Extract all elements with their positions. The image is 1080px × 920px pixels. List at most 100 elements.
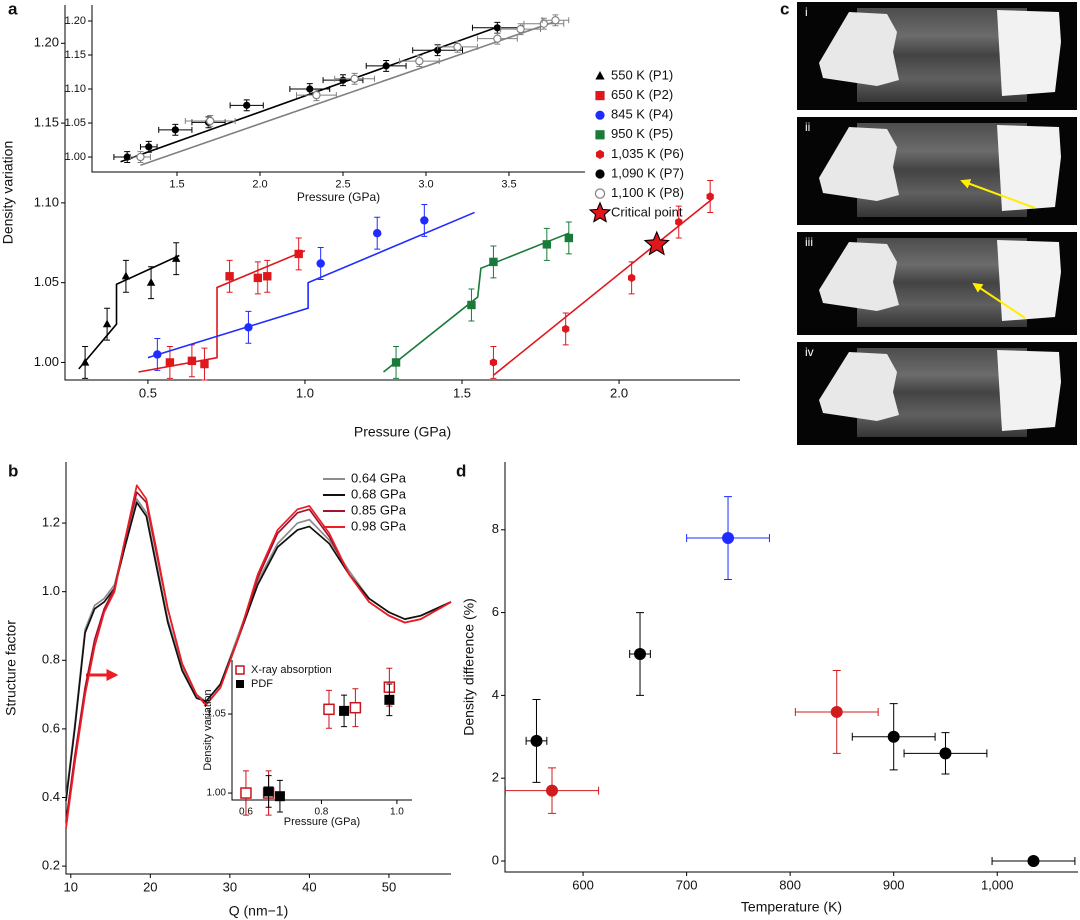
- x-tick-label: 3.0: [418, 179, 433, 191]
- y-tick-label: 6: [492, 604, 499, 619]
- y-tick-label: 1.15: [65, 49, 86, 61]
- x-tick-label: 700: [676, 878, 698, 893]
- y-tick-label: 1.2: [42, 514, 60, 529]
- y-tick-label: 1.10: [34, 194, 59, 209]
- point: [373, 228, 382, 238]
- point: [121, 271, 131, 280]
- y-tick-label: 1.0: [42, 583, 60, 598]
- y-tick-label: 1.20: [34, 35, 59, 50]
- x-tick-label: 20: [143, 880, 157, 895]
- x-axis-label: Pressure (GPa): [354, 424, 451, 440]
- image-label: ii: [805, 120, 810, 134]
- axis-line: [64, 5, 740, 381]
- legend-label: 1,090 K (P7): [611, 165, 684, 180]
- point: [489, 257, 498, 267]
- point: [225, 272, 234, 281]
- point: [205, 116, 215, 126]
- fit-line: [383, 232, 570, 373]
- y-axis-label: Density difference (%): [461, 598, 477, 735]
- x-axis-label: Pressure (GPa): [297, 190, 380, 204]
- point: [80, 357, 90, 366]
- legend-label: 1,035 K (P6): [611, 146, 684, 161]
- point: [939, 747, 952, 760]
- point: [306, 85, 314, 93]
- arrow: [960, 179, 1036, 209]
- point: [722, 532, 735, 545]
- x-axis-label: Q (nm−1): [229, 903, 289, 919]
- image-label: i: [805, 5, 808, 19]
- point: [123, 153, 131, 161]
- point: [263, 272, 272, 281]
- y-tick-label: 0.8: [42, 652, 60, 667]
- x-tick-label: 600: [572, 878, 594, 893]
- point: [349, 701, 362, 714]
- point: [562, 324, 570, 334]
- legend-label: 1,100 K (P8): [611, 185, 684, 200]
- point: [146, 278, 156, 286]
- curve: [65, 484, 452, 829]
- legend-label: 0.68 GPa: [351, 486, 407, 501]
- x-tick-label: 1,000: [981, 878, 1014, 893]
- point: [467, 300, 476, 310]
- y-tick-label: 0: [492, 852, 499, 867]
- point: [628, 273, 636, 283]
- point: [384, 694, 395, 705]
- panel-label: c: [780, 0, 789, 18]
- image-sample-right: [997, 125, 1061, 211]
- point: [136, 152, 145, 162]
- panel-label: d: [456, 461, 466, 480]
- point: [323, 703, 335, 716]
- point: [391, 358, 401, 367]
- fit-line: [140, 19, 560, 166]
- x-tick-label: 10: [64, 880, 78, 895]
- point: [316, 259, 325, 268]
- point: [493, 24, 501, 32]
- legend-marker: [594, 188, 606, 199]
- y-tick-label: 1.00: [34, 354, 59, 369]
- y-tick-label: 2: [492, 770, 499, 785]
- x-tick-label: 2.5: [335, 179, 350, 191]
- y-tick-label: 1.00: [65, 151, 86, 163]
- point: [171, 126, 179, 134]
- legend-marker: [595, 110, 605, 120]
- y-tick-label: 1.20: [65, 15, 86, 27]
- y-tick-label: 1.00: [207, 788, 227, 799]
- legend-label: 950 K (P5): [611, 126, 673, 141]
- y-tick-label: 1.05: [65, 117, 86, 129]
- point: [415, 56, 424, 66]
- point: [830, 705, 843, 718]
- x-tick-label: 1.5: [169, 179, 184, 191]
- fit-line: [138, 250, 306, 373]
- fit-line: [147, 211, 475, 359]
- point: [542, 240, 552, 249]
- legend-label: PDF: [251, 678, 273, 690]
- x-tick-label: 0.5: [139, 386, 157, 401]
- legend-label: Critical point: [611, 205, 683, 220]
- axis-line: [65, 462, 451, 875]
- image-label: iv: [805, 345, 814, 359]
- y-tick-label: 1.05: [207, 709, 227, 720]
- point: [171, 254, 181, 262]
- point: [145, 143, 153, 151]
- point: [706, 192, 714, 201]
- x-tick-label: 2.0: [252, 179, 267, 191]
- y-tick-label: 1.05: [34, 274, 59, 289]
- point: [643, 230, 670, 256]
- y-tick-label: 1.10: [65, 83, 86, 95]
- x-tick-label: 30: [223, 880, 237, 895]
- axis-line: [504, 462, 1078, 873]
- legend-label: 0.98 GPa: [351, 518, 407, 533]
- point: [1027, 854, 1040, 867]
- axis-line: [91, 5, 585, 173]
- curve: [65, 501, 452, 802]
- legend-marker: [236, 680, 244, 688]
- image-sample-right: [997, 240, 1061, 321]
- point: [887, 730, 900, 743]
- point: [420, 216, 429, 225]
- y-tick-label: 0.2: [42, 858, 60, 873]
- image-sample-right: [997, 350, 1061, 431]
- y-tick-label: 8: [492, 521, 499, 536]
- y-tick-label: 1.15: [34, 115, 59, 130]
- legend-label: 0.85 GPa: [351, 502, 407, 517]
